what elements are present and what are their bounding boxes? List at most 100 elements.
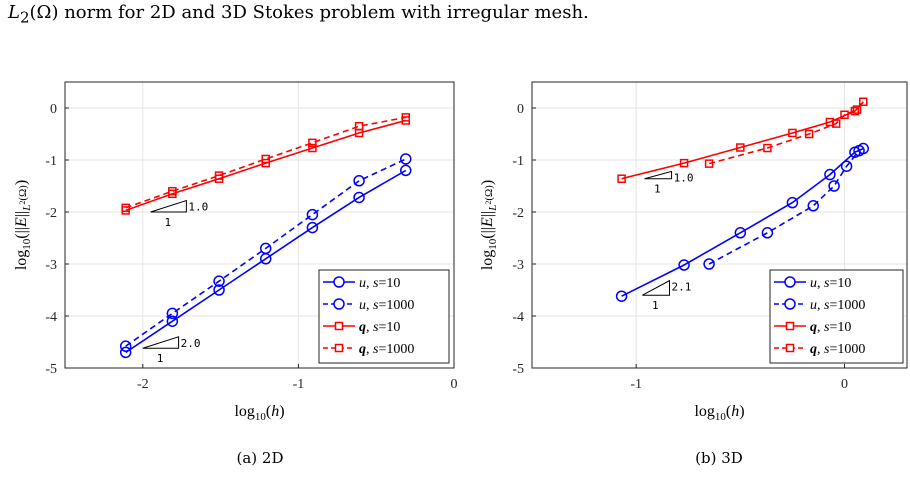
data-point-circle (615, 290, 628, 302)
slope-label: 1.0 (188, 201, 208, 214)
slope-triangle (642, 279, 670, 296)
slope-triangle (150, 199, 187, 213)
data-point-circle (353, 191, 365, 204)
slope-triangle (142, 336, 180, 349)
x-tick-label: -1 (630, 377, 642, 392)
figure-caption: L2(Ω) norm for 2D and 3D Stokes problem … (8, 2, 589, 27)
legend-entry: q, s=1000 (359, 342, 414, 357)
legend-marker-circle (784, 276, 796, 288)
y-tick-label: 0 (517, 102, 524, 117)
legend-marker-square (785, 343, 795, 353)
series-line-u-solid (125, 169, 407, 354)
y-tick-label: -3 (512, 258, 524, 273)
legend-entry: q, s=10 (810, 320, 851, 335)
data-point-square (354, 121, 364, 131)
data-point-square (859, 97, 868, 107)
legend-entry: q, s=1000 (810, 342, 865, 357)
axes-box (531, 81, 908, 369)
data-point-circle (306, 221, 319, 234)
caption-text: (Ω) norm for 2D and 3D Stokes problem wi… (29, 2, 589, 23)
y-tick-label: -1 (45, 154, 57, 169)
data-point-square (121, 203, 130, 213)
slope-run-label: 1 (157, 352, 164, 365)
data-point-circle (807, 200, 819, 212)
legend-entry: u, s=1000 (810, 298, 865, 313)
x-tick-label: 0 (451, 377, 458, 392)
data-point-circle (761, 227, 774, 239)
data-point-square (679, 158, 689, 168)
legend-entry: u, s=10 (810, 276, 851, 291)
data-point-square (831, 119, 841, 128)
slope-triangle (644, 170, 673, 180)
x-axis-label: log10(h) (694, 403, 744, 423)
data-point-circle (840, 160, 853, 172)
chart-panel-2: -1 0 0 -1 -2 -3 -4 -5 log10(h) log10(||E||L2(Ω)) 1… (479, 81, 908, 467)
data-point-circle (678, 259, 690, 271)
data-point-square (214, 171, 224, 180)
data-point-square (852, 105, 862, 114)
data-point-square (308, 143, 317, 153)
data-point-square (763, 143, 772, 153)
data-point-circle (166, 315, 179, 327)
series-line-u-dashed (125, 158, 407, 347)
x-tick-label: 0 (841, 377, 848, 392)
data-point-square (168, 186, 177, 196)
x-tick-label: -1 (293, 377, 305, 392)
data-point-square (401, 113, 411, 122)
legend-marker-circle (333, 298, 345, 310)
data-point-circle (786, 196, 799, 209)
slope-run-label: 1 (654, 183, 661, 196)
data-point-circle (166, 307, 179, 320)
legend-marker-square (334, 343, 344, 353)
legend-entry: u, s=10 (359, 276, 400, 291)
data-point-square (617, 174, 626, 183)
y-axis-label: log10(||E||L2(Ω)) (479, 180, 499, 270)
data-point-circle (213, 275, 225, 287)
data-point-circle (824, 168, 836, 181)
data-point-circle (306, 208, 319, 221)
axes-box (64, 81, 455, 369)
x-axis-label: log10(h) (234, 403, 284, 423)
data-point-circle (828, 180, 840, 192)
data-point-circle (853, 144, 865, 157)
data-point-square (261, 154, 270, 164)
y-tick-label: 0 (50, 102, 57, 117)
legend-marker-square (334, 321, 344, 331)
legend-entry: q, s=10 (359, 320, 400, 335)
data-point-square (308, 138, 317, 148)
series-line-u-dashed (708, 150, 860, 265)
caption-script-l: L (8, 2, 20, 23)
data-point-circle (119, 340, 132, 352)
legend-entry: u, s=1000 (359, 298, 414, 313)
slope-run-label: 1 (652, 299, 659, 312)
caption-subscript: 2 (19, 8, 30, 27)
data-point-circle (119, 346, 132, 359)
data-point-circle (703, 258, 715, 270)
legend-marker-square (785, 321, 795, 331)
data-point-circle (400, 153, 412, 165)
data-point-square (788, 128, 797, 138)
data-layer (615, 97, 869, 302)
data-point-square (840, 110, 849, 120)
data-point-circle (400, 164, 412, 177)
y-tick-label: -3 (45, 258, 57, 273)
slope-label: 2.1 (672, 281, 692, 294)
y-axis-label: log10(||E||L2(Ω)) (13, 180, 33, 270)
subfigure-caption: (a) 2D (237, 449, 284, 467)
y-tick-label: -2 (512, 206, 524, 221)
slope-run-label: 1 (164, 216, 171, 229)
data-point-square (804, 129, 814, 139)
x-tick-label: -2 (137, 377, 149, 392)
y-tick-label: -5 (512, 362, 524, 377)
y-tick-label: -5 (45, 362, 57, 377)
data-layer (119, 113, 412, 359)
data-point-circle (353, 175, 365, 187)
y-tick-label: -4 (45, 310, 57, 325)
legend-marker-circle (784, 298, 796, 310)
data-point-circle (734, 227, 747, 239)
subfigure-caption: (b) 3D (695, 449, 743, 467)
y-tick-label: -1 (512, 154, 524, 169)
y-tick-label: -4 (512, 310, 524, 325)
series-line-q-solid (621, 101, 864, 180)
